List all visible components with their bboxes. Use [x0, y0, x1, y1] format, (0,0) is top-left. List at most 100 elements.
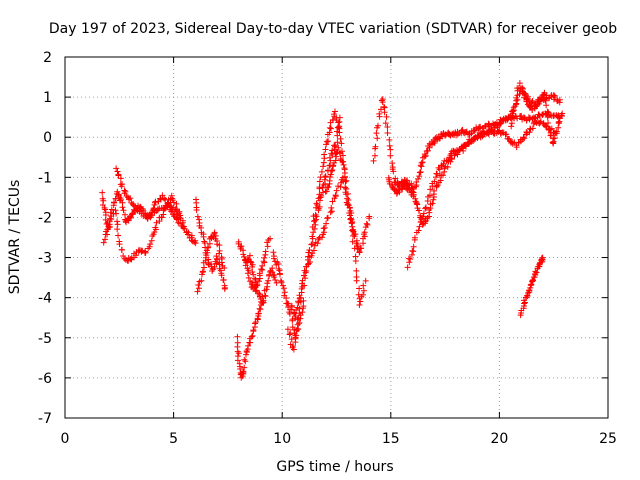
data-point [100, 239, 107, 246]
data-point [272, 276, 279, 283]
data-point [373, 130, 380, 137]
data-point [420, 210, 427, 217]
data-point [118, 183, 125, 190]
data-point [543, 123, 550, 130]
data-point [114, 218, 121, 225]
data-point [326, 124, 333, 131]
data-point [309, 224, 316, 231]
data-point [117, 175, 124, 182]
data-point [384, 124, 391, 131]
data-point [404, 264, 411, 271]
data-point [114, 188, 121, 195]
data-point [252, 279, 259, 286]
data-point [341, 166, 348, 173]
data-point [147, 241, 154, 248]
data-point [377, 106, 384, 113]
x-tick-label: 20 [490, 431, 508, 447]
data-point [310, 247, 317, 254]
data-point [538, 255, 545, 262]
data-point [265, 277, 272, 284]
data-point [287, 330, 294, 337]
data-point [120, 253, 127, 260]
y-tick-label: -2 [38, 210, 52, 226]
data-point [120, 207, 127, 214]
data-point [498, 120, 505, 127]
data-point [346, 204, 353, 211]
data-point [200, 233, 207, 240]
data-point [332, 157, 339, 164]
data-point [335, 124, 342, 131]
data-point [294, 304, 301, 311]
data-point [284, 326, 291, 333]
data-point [323, 138, 330, 145]
data-point [533, 103, 540, 110]
series-arc-12 [309, 108, 369, 308]
data-point [256, 270, 263, 277]
data-point [360, 291, 367, 298]
data-point [460, 129, 467, 136]
data-point [337, 183, 344, 190]
data-point [544, 114, 551, 121]
data-point [387, 146, 394, 153]
data-point [329, 166, 336, 173]
data-point [112, 207, 119, 214]
data-point [142, 248, 149, 255]
data-point [118, 246, 125, 253]
data-point [101, 205, 108, 212]
data-point [161, 195, 168, 202]
x-tick-label: 15 [382, 431, 400, 447]
data-point [263, 286, 270, 293]
chart-title: Day 197 of 2023, Sidereal Day-to-day VTE… [49, 21, 617, 37]
data-point [384, 130, 391, 137]
data-point [306, 247, 313, 254]
data-point [348, 220, 355, 227]
data-point [330, 162, 337, 169]
data-point [379, 99, 386, 106]
data-point [264, 243, 271, 250]
data-point [150, 205, 157, 212]
data-point [192, 240, 199, 247]
data-point [508, 120, 515, 127]
data-point [356, 285, 363, 292]
data-point [332, 192, 339, 199]
data-point [380, 103, 387, 110]
data-point [105, 224, 112, 231]
data-point [290, 342, 297, 349]
data-point [254, 316, 261, 323]
data-point [353, 277, 360, 284]
data-point [107, 209, 114, 216]
data-point [322, 146, 329, 153]
data-point [195, 281, 202, 288]
data-point [132, 252, 139, 259]
data-point [524, 293, 531, 300]
y-tick-label: 0 [43, 130, 52, 146]
series-arc-5 [194, 229, 228, 295]
data-point [317, 174, 324, 181]
data-point [418, 159, 425, 166]
data-point [311, 218, 317, 225]
data-point [292, 313, 299, 320]
data-point [108, 206, 115, 213]
data-point [383, 113, 390, 120]
data-point [336, 129, 343, 136]
data-point [316, 191, 323, 198]
data-point [259, 262, 266, 269]
data-point [361, 229, 368, 236]
data-point [245, 342, 252, 349]
series-arc-16 [404, 118, 559, 271]
y-tick-labels: 2 1 0 -1 -2 -3 -4 -5 -6 -7 [38, 50, 52, 427]
data-point [440, 160, 447, 167]
data-point [242, 351, 249, 358]
data-point [221, 265, 228, 272]
data-point [371, 152, 378, 159]
data-point [127, 195, 134, 202]
y-tick-label: 2 [43, 50, 52, 66]
data-point [194, 213, 201, 220]
data-point [343, 185, 350, 192]
data-point [260, 258, 267, 265]
data-point [324, 214, 331, 221]
data-point [315, 195, 322, 202]
data-point [279, 282, 286, 289]
data-point [360, 282, 367, 289]
data-point [528, 99, 535, 106]
